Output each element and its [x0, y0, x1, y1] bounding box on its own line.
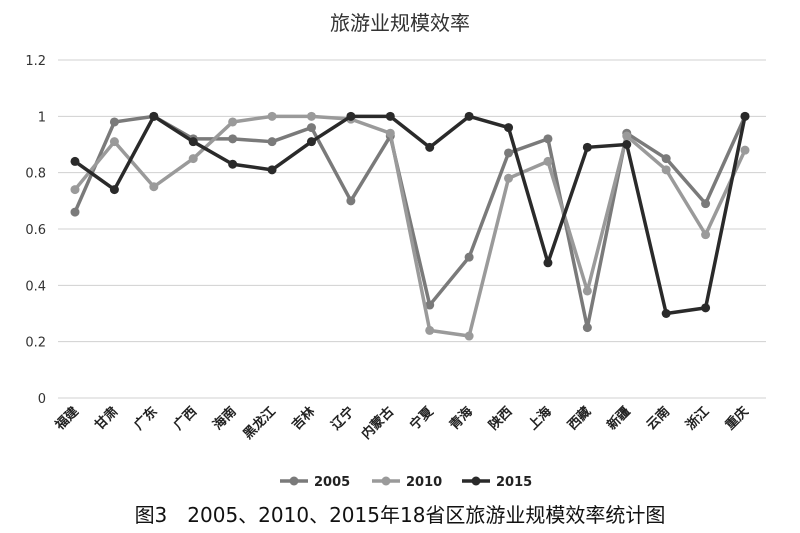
data-point	[543, 134, 553, 144]
x-tick-label: 吉林	[289, 404, 319, 434]
legend-label: 2005	[314, 475, 350, 490]
data-point	[109, 185, 119, 195]
legend-item: 2010	[372, 475, 442, 490]
y-tick-label: 0.8	[25, 167, 46, 182]
data-point	[306, 111, 316, 121]
x-tick-label: 海南	[210, 404, 240, 434]
data-point	[701, 230, 711, 240]
data-point	[267, 137, 277, 147]
data-point	[701, 303, 711, 313]
data-point	[228, 117, 238, 127]
series-2010	[70, 111, 750, 341]
legend: 2005 2010 2015	[280, 475, 532, 490]
x-tick-label: 甘肃	[92, 404, 122, 434]
x-tick-label: 上海	[525, 404, 555, 434]
x-tick-label: 辽宁	[328, 404, 358, 434]
x-tick-label: 重庆	[722, 404, 752, 434]
chart-title: 旅游业规模效率	[330, 11, 470, 35]
data-point	[267, 165, 277, 175]
series-2015	[70, 111, 750, 318]
data-point	[622, 140, 632, 149]
data-point	[70, 156, 80, 166]
x-tick-label: 黑龙江	[240, 404, 279, 443]
legend-item: 2015	[462, 475, 532, 490]
data-point	[582, 323, 592, 333]
data-point	[149, 182, 159, 192]
series-lines	[70, 111, 750, 341]
data-point	[228, 159, 238, 169]
data-point	[70, 185, 80, 195]
y-tick-label: 1	[38, 110, 46, 125]
legend-label: 2010	[406, 475, 442, 490]
y-tick-label: 0.4	[25, 279, 46, 294]
data-point	[464, 111, 474, 121]
series-line	[73, 114, 747, 330]
data-point	[661, 309, 671, 318]
data-point	[701, 199, 711, 209]
data-point	[582, 142, 592, 152]
data-point	[543, 258, 553, 268]
data-point	[267, 111, 277, 121]
y-tick-label: 0.2	[25, 336, 46, 351]
legend-label: 2015	[496, 475, 532, 490]
data-point	[188, 154, 198, 164]
x-tick-label: 西藏	[564, 404, 594, 434]
data-point	[504, 173, 514, 183]
data-point	[661, 165, 671, 175]
x-tick-label: 宁夏	[407, 403, 437, 433]
data-point	[385, 111, 395, 121]
series-line	[73, 114, 747, 316]
x-tick-label: 浙江	[683, 404, 713, 434]
x-tick-label: 新疆	[604, 404, 634, 434]
series-line	[73, 114, 747, 338]
data-point	[109, 137, 119, 147]
x-tick-label: 云南	[643, 404, 673, 434]
data-point	[464, 252, 474, 262]
legend-item: 2005	[280, 475, 350, 490]
data-point	[425, 142, 435, 152]
data-point	[622, 131, 632, 141]
data-point	[582, 286, 592, 296]
data-point	[740, 145, 750, 155]
data-point	[504, 148, 514, 158]
data-point	[740, 111, 750, 121]
data-point	[385, 128, 395, 138]
x-tick-label: 广东	[131, 404, 161, 434]
data-point	[346, 111, 356, 121]
y-axis-ticks: 0 0.2 0.4 0.6 0.8 1 1.2	[25, 54, 46, 407]
data-point	[661, 154, 671, 164]
x-tick-label: 内蒙古	[358, 404, 397, 443]
data-point	[306, 137, 316, 147]
x-tick-label: 青海	[446, 404, 476, 434]
y-tick-label: 0	[38, 392, 46, 407]
legend-marker	[381, 476, 391, 486]
data-point	[504, 123, 514, 133]
legend-marker	[289, 476, 299, 486]
x-tick-label: 广西	[170, 404, 200, 434]
x-tick-label: 陕西	[486, 404, 516, 434]
x-tick-label: 福建	[51, 404, 81, 434]
data-point	[543, 156, 553, 166]
data-point	[149, 111, 159, 121]
y-tick-label: 1.2	[25, 54, 46, 69]
series-2005	[70, 111, 750, 333]
x-axis-ticks: 福建 甘肃 广东 广西 海南 黑龙江 吉林 辽宁 内蒙古 宁夏 青海 陕西 上海 西藏 新疆 云南 浙江 重庆	[51, 403, 751, 443]
data-point	[425, 325, 435, 335]
data-point	[306, 123, 316, 133]
y-tick-label: 0.6	[25, 223, 46, 238]
data-point	[346, 196, 356, 206]
data-point	[228, 134, 238, 144]
legend-marker	[471, 476, 481, 486]
data-point	[464, 331, 474, 341]
data-point	[188, 137, 198, 147]
data-point	[70, 207, 80, 217]
data-point	[425, 300, 435, 310]
data-point	[109, 117, 119, 127]
figure-caption: 图3 2005、2010、2015年18省区旅游业规模效率统计图	[135, 503, 666, 527]
